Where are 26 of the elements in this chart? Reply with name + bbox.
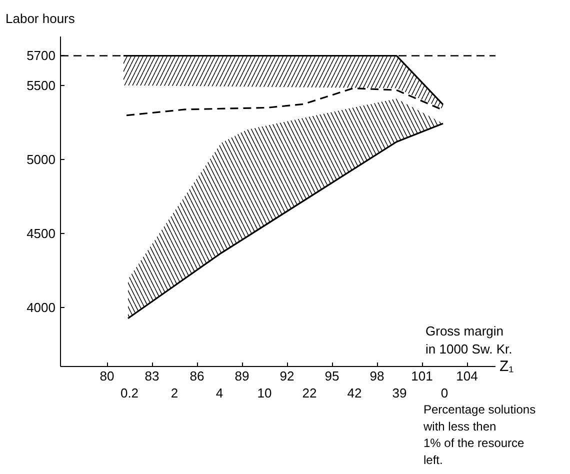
text: 10	[257, 386, 272, 400]
text: 22	[302, 386, 317, 400]
x-tick-label: 95	[324, 368, 340, 384]
text: 39	[392, 386, 407, 400]
x-tick-label: 86	[190, 368, 204, 384]
y-tick-label: 4000	[26, 300, 56, 315]
text: 4	[216, 386, 224, 400]
text: 42	[347, 386, 362, 400]
text: 2	[170, 386, 178, 400]
y-axis-title: Labor hours	[6, 11, 76, 26]
text: 0	[440, 386, 448, 400]
x-tick-label: 80	[100, 368, 114, 384]
x2-axis-title: Percentage solutions with less then 1% of the resource left.	[422, 402, 536, 467]
x-tick-label: 98	[370, 368, 384, 384]
x-axis-title: Gross margin in 1000 Sw. Kr.	[426, 324, 512, 356]
x-tick-label: 101	[411, 368, 433, 384]
y-tick-label: 5000	[26, 152, 56, 167]
x-tick-label: 92	[280, 368, 294, 384]
text: Z₁	[500, 358, 514, 375]
x-tick-label: 89	[234, 368, 250, 384]
y-tick-label: 5700	[26, 48, 56, 64]
y-tick-label: 5500	[26, 78, 56, 93]
x-tick-label: 104	[456, 368, 478, 384]
y-tick-label: 4500	[26, 226, 56, 241]
x-tick-label: 83	[144, 368, 160, 384]
text: 0.2	[120, 386, 139, 400]
